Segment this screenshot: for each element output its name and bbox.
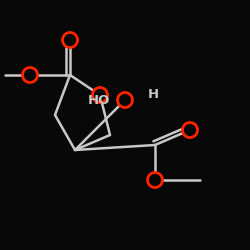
- Circle shape: [118, 92, 132, 108]
- Text: HO: HO: [88, 94, 110, 106]
- Circle shape: [148, 172, 162, 188]
- Circle shape: [22, 68, 38, 82]
- Circle shape: [182, 122, 198, 138]
- Text: H: H: [148, 88, 159, 102]
- Circle shape: [92, 88, 108, 102]
- Circle shape: [62, 32, 78, 48]
